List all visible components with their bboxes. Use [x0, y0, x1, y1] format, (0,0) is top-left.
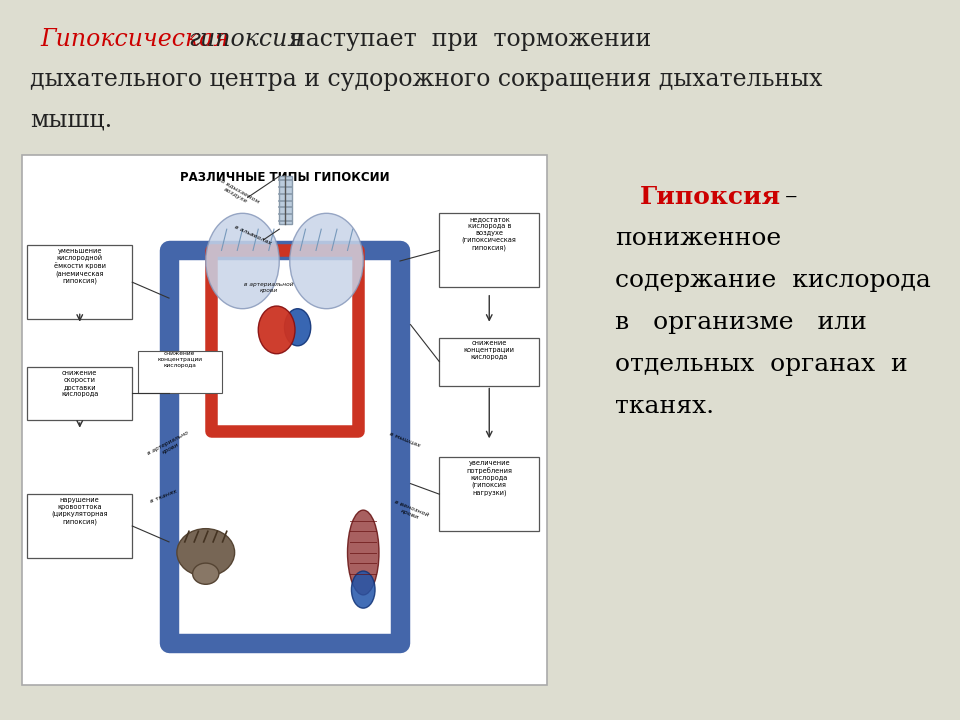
Text: Гипоксия: Гипоксия: [640, 185, 781, 209]
Bar: [27, 245, 132, 319]
Bar: [22, 155, 547, 685]
Text: в венозной
крови: в венозной крови: [392, 500, 429, 523]
Text: наступает  при  торможении: наступает при торможении: [290, 28, 651, 51]
Bar: [440, 213, 540, 287]
Text: снижение
скорости
доставки
кислорода: снижение скорости доставки кислорода: [61, 369, 99, 397]
Text: мышц.: мышц.: [30, 108, 112, 131]
Text: дыхательного центра и судорожного сокращения дыхательных: дыхательного центра и судорожного сокращ…: [30, 68, 823, 91]
Bar: [27, 367, 132, 420]
Bar: [279, 176, 293, 224]
Bar: [27, 494, 132, 558]
Text: снижение
концентрации
кислорода: снижение концентрации кислорода: [464, 341, 515, 361]
Ellipse shape: [193, 563, 219, 585]
Text: гипоксия: гипоксия: [188, 28, 303, 51]
Text: недостаток
кислорода в
воздухе
(гипоксическая
гипоксия): недостаток кислорода в воздухе (гипоксич…: [462, 216, 516, 251]
Bar: [169, 251, 400, 642]
Text: тканях.: тканях.: [615, 395, 714, 418]
Text: снижение
концентрации
кислорода: снижение концентрации кислорода: [157, 351, 202, 368]
Text: нарушение
кровооттока
(циркуляторная
гипоксия): нарушение кровооттока (циркуляторная гип…: [52, 497, 108, 525]
Bar: [137, 351, 222, 394]
Text: РАЗЛИЧНЫЕ ТИПЫ ГИПОКСИИ: РАЗЛИЧНЫЕ ТИПЫ ГИПОКСИИ: [180, 171, 390, 184]
Ellipse shape: [205, 213, 279, 309]
Ellipse shape: [258, 306, 295, 354]
Text: увеличение
потребления
кислорода
(гипоксия
нагрузки): увеличение потребления кислорода (гипокс…: [467, 460, 513, 496]
Text: отдельных  органах  и: отдельных органах и: [615, 353, 908, 376]
Text: в тканях: в тканях: [150, 489, 178, 504]
Text: уменьшение
кислородной
ёмкости крови
(анемическая
гипоксия): уменьшение кислородной ёмкости крови (ан…: [54, 248, 106, 284]
Ellipse shape: [177, 528, 234, 576]
Text: содержание  кислорода: содержание кислорода: [615, 269, 931, 292]
Text: –: –: [785, 185, 798, 208]
Ellipse shape: [348, 510, 379, 595]
Text: в артериальной
крови: в артериальной крови: [244, 282, 294, 293]
Ellipse shape: [351, 571, 375, 608]
Text: в альвеолах: в альвеолах: [234, 224, 273, 246]
Bar: [440, 338, 540, 385]
Bar: [440, 457, 540, 531]
Text: в артериально
крови: в артериально крови: [146, 431, 192, 462]
Text: во вдыхаемом
воздухе: во вдыхаемом воздухе: [214, 176, 260, 210]
Text: в мышцах: в мышцах: [389, 431, 421, 448]
Bar: [211, 251, 358, 431]
Text: пониженное: пониженное: [615, 227, 781, 250]
Text: в   организме   или: в организме или: [615, 311, 867, 334]
Ellipse shape: [290, 213, 363, 309]
Text: Гипоксическая: Гипоксическая: [40, 28, 228, 51]
Ellipse shape: [284, 309, 311, 346]
